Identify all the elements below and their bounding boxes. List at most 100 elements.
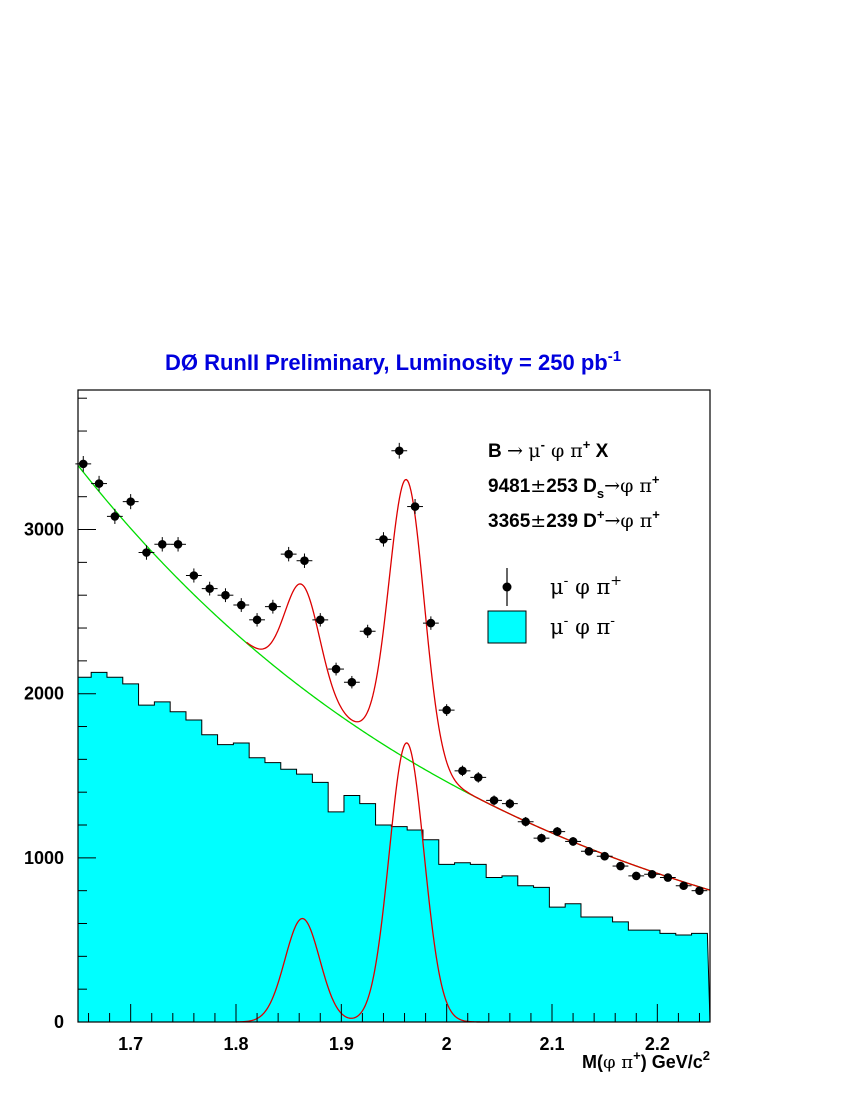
marker (458, 766, 467, 776)
annotation-ds-yield: 9481±253 Ds→φ π+ (488, 472, 660, 501)
data-point (233, 598, 250, 612)
histogram-mu-phi-pi-minus (77, 671, 711, 1023)
data-point (106, 508, 123, 524)
y-tick-label: 1000 (24, 848, 64, 868)
marker (442, 705, 451, 715)
data-point (580, 846, 597, 856)
marker (268, 602, 278, 611)
data-point (91, 475, 107, 492)
data-point (249, 613, 265, 627)
data-point (264, 599, 281, 614)
data-point (628, 871, 645, 881)
legend-swatch-filled (487, 610, 527, 644)
data-point (391, 442, 408, 459)
legend-label-points: μ- φ π+ (550, 573, 622, 599)
data-point (470, 772, 487, 783)
data-point (359, 624, 376, 638)
data-point (454, 765, 471, 777)
legend-marker-points (502, 568, 512, 606)
x-tick-label: 1.7 (118, 1034, 143, 1054)
data-point (486, 795, 502, 806)
marker (489, 796, 499, 805)
y-tick-label: 2000 (24, 684, 64, 704)
marker (284, 549, 293, 559)
annotation-dplus-yield: 3365±239 D+→φ π+ (488, 507, 660, 532)
marker (568, 837, 578, 846)
annotation-decay: B → μ- φ π+ X (488, 437, 609, 462)
data-point (312, 613, 329, 627)
marker (221, 590, 230, 600)
marker (157, 540, 167, 549)
data-point (549, 826, 566, 837)
marker (126, 497, 135, 506)
marker (331, 664, 341, 674)
marker (410, 502, 420, 511)
marker (537, 833, 546, 843)
marker (663, 873, 673, 882)
marker (189, 571, 199, 580)
plot-area (75, 442, 711, 1023)
data-point (691, 886, 708, 895)
legend: μ- φ π+ μ- φ π- (487, 568, 622, 644)
marker (695, 886, 704, 895)
x-tick-label: 2 (442, 1034, 452, 1054)
data-point (533, 833, 550, 843)
data-point (565, 836, 581, 846)
data-point (343, 675, 360, 689)
x-tick-label: 1.9 (329, 1034, 354, 1054)
data-point (659, 873, 676, 882)
data-point (644, 869, 660, 879)
data-point (596, 851, 613, 861)
x-tick-label: 2.1 (539, 1034, 564, 1054)
data-point (122, 494, 139, 510)
data-point (170, 537, 186, 552)
data-point (501, 798, 518, 809)
data-point (438, 704, 455, 717)
x-tick-label: 1.8 (223, 1034, 248, 1054)
marker (379, 535, 388, 544)
y-tick-label: 3000 (24, 520, 64, 540)
marker (110, 512, 120, 521)
data-point (280, 546, 297, 562)
marker (600, 851, 609, 861)
marker (394, 446, 404, 456)
marker (142, 548, 151, 557)
marker (473, 773, 483, 782)
data-point (328, 662, 344, 676)
marker (347, 677, 357, 687)
plot-frame (77, 389, 711, 1023)
marker (505, 799, 515, 808)
data-point (217, 588, 234, 603)
marker (300, 556, 309, 566)
data-point (138, 545, 155, 560)
total-fit-curve (246, 478, 711, 891)
marker (315, 615, 325, 625)
x-axis-title: M(φ π+) GeV/c2 (582, 1048, 710, 1073)
data-point (201, 581, 218, 596)
data-point (375, 532, 392, 547)
marker (363, 627, 372, 636)
data-point (154, 537, 171, 552)
data-point (422, 616, 439, 630)
data-point (407, 498, 423, 515)
marker (94, 479, 104, 488)
y-tick-label: 0 (54, 1012, 64, 1032)
marker (236, 600, 246, 610)
data-point (675, 881, 692, 891)
data-point (185, 568, 202, 583)
data-point (296, 553, 313, 568)
marker (552, 827, 562, 836)
marker (426, 618, 436, 628)
marker (252, 615, 262, 625)
marker (521, 817, 530, 827)
marker (205, 584, 214, 593)
marker (631, 871, 641, 881)
data-point (517, 816, 534, 827)
axis-ticks: 0 1000 2000 3000 1.7 1.8 1.9 2 2.1 2.2 (24, 397, 700, 1054)
data-point (612, 861, 629, 871)
marker (584, 846, 594, 856)
marker (616, 861, 625, 871)
marker (173, 540, 183, 549)
marker (679, 881, 688, 891)
